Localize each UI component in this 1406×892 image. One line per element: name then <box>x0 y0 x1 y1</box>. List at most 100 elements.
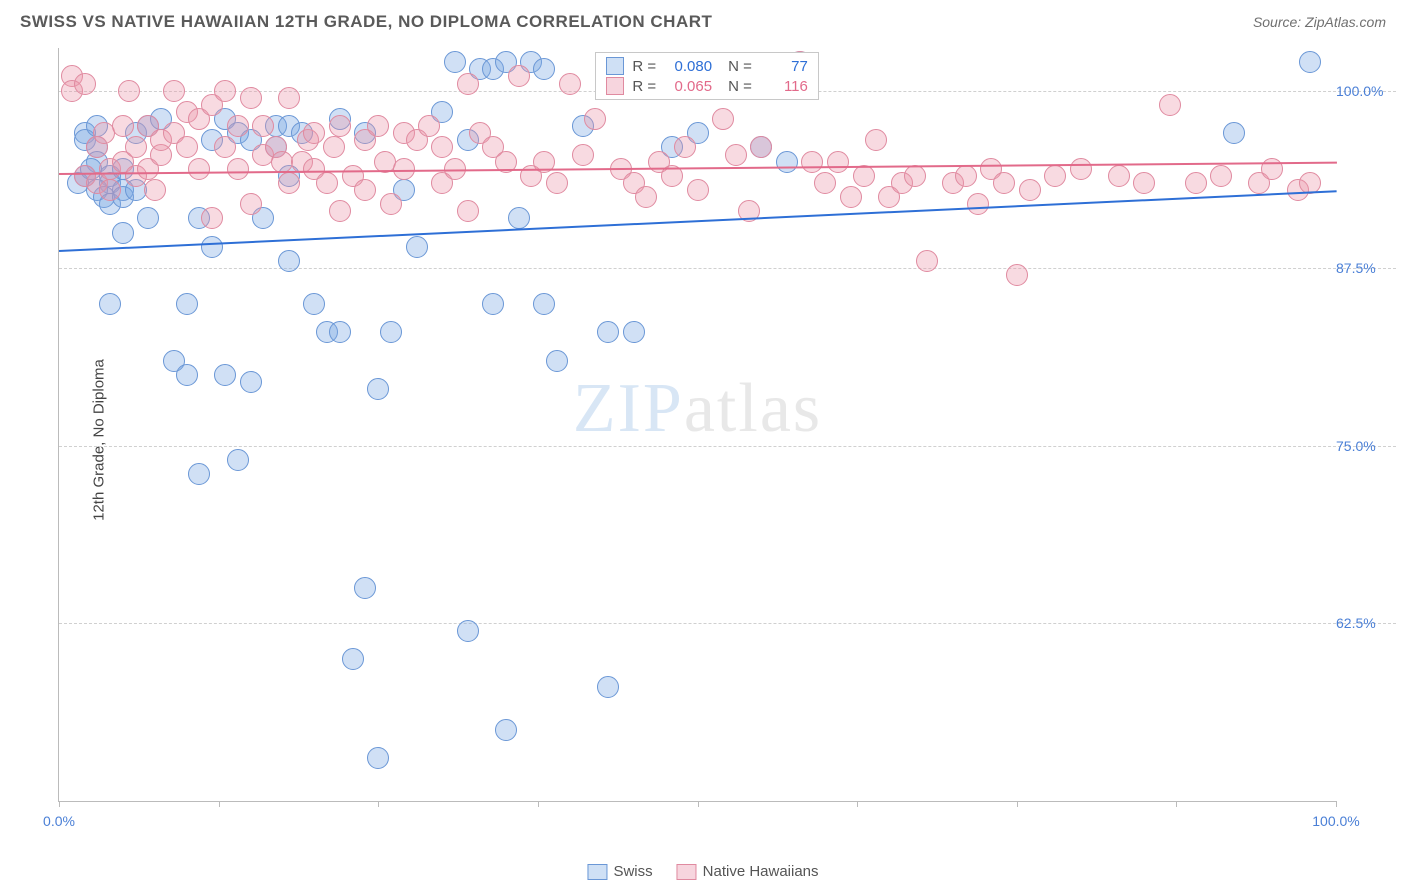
scatter-point <box>1223 122 1245 144</box>
scatter-point <box>750 136 772 158</box>
scatter-point <box>214 136 236 158</box>
scatter-point <box>99 293 121 315</box>
scatter-point <box>1044 165 1066 187</box>
scatter-point <box>112 115 134 137</box>
scatter-point <box>916 250 938 272</box>
bottom-legend-item: Native Hawaiians <box>677 863 819 880</box>
scatter-point <box>865 129 887 151</box>
scatter-point <box>278 250 300 272</box>
legend-label: Swiss <box>613 863 652 880</box>
stats-n-label: N = <box>728 58 752 75</box>
scatter-point <box>967 193 989 215</box>
scatter-point <box>508 65 530 87</box>
scatter-point <box>482 293 504 315</box>
scatter-point <box>99 179 121 201</box>
scatter-point <box>342 648 364 670</box>
scatter-point <box>1159 94 1181 116</box>
scatter-point <box>533 293 555 315</box>
legend-label: Native Hawaiians <box>703 863 819 880</box>
scatter-point <box>201 236 223 258</box>
gridline-h <box>59 623 1396 624</box>
gridline-h <box>59 446 1396 447</box>
scatter-point <box>814 172 836 194</box>
legend-swatch <box>606 77 624 95</box>
bottom-legend-item: Swiss <box>587 863 652 880</box>
x-tick <box>1017 801 1018 807</box>
scatter-point <box>278 87 300 109</box>
scatter-point <box>329 200 351 222</box>
gridline-h <box>59 268 1396 269</box>
scatter-point <box>118 80 140 102</box>
scatter-point <box>316 172 338 194</box>
x-axis-label-right: 100.0% <box>1312 813 1359 829</box>
scatter-point <box>1070 158 1092 180</box>
scatter-point <box>418 115 440 137</box>
x-tick <box>538 801 539 807</box>
stats-n-value: 77 <box>760 58 808 75</box>
stats-n-label: N = <box>728 78 752 95</box>
scatter-point <box>329 321 351 343</box>
scatter-point <box>125 136 147 158</box>
scatter-point <box>776 151 798 173</box>
scatter-point <box>188 158 210 180</box>
scatter-point <box>1108 165 1130 187</box>
scatter-point <box>303 122 325 144</box>
scatter-point <box>827 151 849 173</box>
scatter-point <box>1261 158 1283 180</box>
scatter-point <box>431 136 453 158</box>
scatter-point <box>201 207 223 229</box>
chart-source: Source: ZipAtlas.com <box>1253 14 1386 30</box>
scatter-point <box>176 136 198 158</box>
scatter-point <box>1185 172 1207 194</box>
scatter-point <box>1019 179 1041 201</box>
scatter-point <box>252 115 274 137</box>
scatter-point <box>572 144 594 166</box>
scatter-point <box>533 58 555 80</box>
x-tick <box>698 801 699 807</box>
scatter-point <box>112 222 134 244</box>
stats-r-value: 0.065 <box>664 78 712 95</box>
scatter-point <box>380 193 402 215</box>
plot-area: ZIPatlas R =0.080N =77R =0.065N =116 62.… <box>58 48 1336 802</box>
scatter-point <box>597 676 619 698</box>
watermark-part-b: atlas <box>684 370 822 447</box>
scatter-point <box>74 73 96 95</box>
scatter-point <box>367 115 389 137</box>
y-tick-label: 75.0% <box>1336 438 1391 454</box>
x-tick <box>59 801 60 807</box>
x-tick <box>378 801 379 807</box>
scatter-point <box>993 172 1015 194</box>
x-tick <box>1176 801 1177 807</box>
x-tick <box>1336 801 1337 807</box>
stats-r-label: R = <box>632 58 656 75</box>
scatter-point <box>303 293 325 315</box>
scatter-point <box>323 136 345 158</box>
scatter-point <box>406 236 428 258</box>
chart-container: 12th Grade, No Diploma ZIPatlas R =0.080… <box>58 48 1396 832</box>
scatter-point <box>955 165 977 187</box>
scatter-point <box>329 115 351 137</box>
scatter-point <box>457 200 479 222</box>
x-tick <box>857 801 858 807</box>
scatter-point <box>1006 264 1028 286</box>
scatter-point <box>367 747 389 769</box>
stats-legend-row: R = 0.080 N = 77 <box>606 57 808 75</box>
scatter-point <box>546 172 568 194</box>
legend-swatch <box>606 57 624 75</box>
stats-r-value: 0.080 <box>664 58 712 75</box>
stats-r-label: R = <box>632 78 656 95</box>
scatter-point <box>725 144 747 166</box>
scatter-point <box>227 158 249 180</box>
stats-legend: R =0.080N =77R =0.065N =116 <box>595 52 819 100</box>
scatter-point <box>1210 165 1232 187</box>
scatter-point <box>801 151 823 173</box>
scatter-point <box>380 321 402 343</box>
scatter-point <box>674 136 696 158</box>
scatter-point <box>367 378 389 400</box>
scatter-point <box>584 108 606 130</box>
scatter-point <box>444 51 466 73</box>
scatter-point <box>393 158 415 180</box>
scatter-point <box>559 73 581 95</box>
scatter-point <box>354 179 376 201</box>
chart-header: SWISS VS NATIVE HAWAIIAN 12TH GRADE, NO … <box>0 0 1406 40</box>
